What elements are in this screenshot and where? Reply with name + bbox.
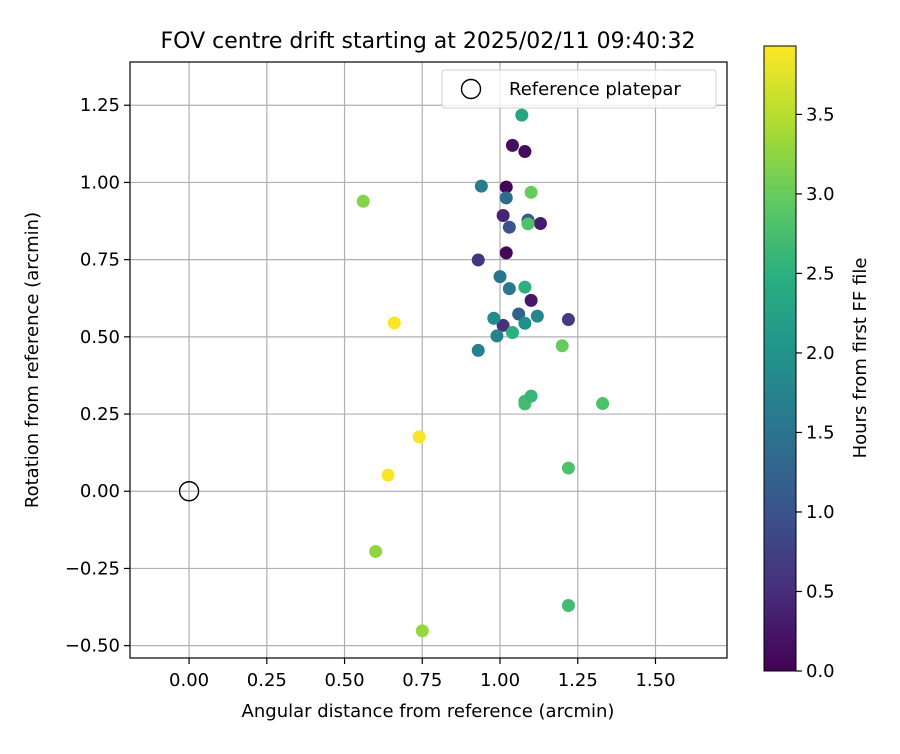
data-point [561,461,575,475]
y-tick-label: 0.75 [80,250,120,271]
y-tick-label: 0.50 [80,327,120,348]
colorbar-tick-label: 1.0 [806,502,835,523]
x-axis-ticks: 0.00 0.25 0.50 0.75 1.00 1.25 1.50 [169,658,676,691]
data-point [524,293,538,307]
x-tick-label: 1.00 [480,670,520,691]
data-point [487,311,501,325]
data-point [518,316,532,330]
x-tick-label: 0.75 [402,670,442,691]
legend-marker-icon [460,78,482,100]
data-point [369,544,383,558]
data-point [474,179,488,193]
chart-title: FOV centre drift starting at 2025/02/11 … [161,29,696,54]
y-tick-label: 0.00 [80,481,120,502]
legend-entry-label: Reference platepar [509,79,681,100]
data-point [533,217,547,231]
reference-platepar-marker [178,481,200,502]
data-point [502,220,516,234]
colorbar-tick-label: 2.0 [806,343,835,364]
colorbar-tick-label: 3.5 [806,104,835,125]
data-point [496,318,510,332]
data-point [515,108,529,122]
x-axis-label: Angular distance from reference (arcmin) [242,701,615,722]
data-point [412,430,426,444]
data-point [493,270,507,284]
data-point [490,329,504,343]
colorbar-tick-label: 0.5 [806,581,835,602]
colorbar-tick-label: 2.5 [806,263,835,284]
data-point [499,191,513,205]
colorbar: 0.0 0.5 1.0 1.5 2.0 2.5 3.0 3.5 Hours from firs… [763,45,871,682]
x-tick-label: 0.25 [247,670,287,691]
data-point [518,145,532,159]
data-point [499,180,513,194]
y-axis-ticks: −0.50 −0.25 0.00 0.25 0.50 0.75 1.00 1.25 [65,95,130,657]
data-point [555,339,569,353]
data-point [505,326,519,340]
legend: Reference platepar [441,69,717,109]
x-tick-label: 0.00 [169,670,209,691]
colorbar-tick-label: 0.0 [806,661,835,682]
data-point [471,253,485,267]
grid [130,62,727,658]
data-point [530,309,544,323]
colorbar-gradient [763,45,797,672]
data-point [518,280,532,294]
y-tick-label: 1.00 [80,172,120,193]
data-point [381,468,395,482]
x-tick-label: 1.50 [635,670,675,691]
y-tick-label: 1.25 [80,95,120,116]
data-point [524,389,538,403]
colorbar-label: Hours from first FF file [850,258,871,459]
y-tick-label: 0.25 [80,404,120,425]
data-points [356,108,610,638]
data-point [471,343,485,357]
data-point [561,599,575,613]
colorbar-tick-label: 3.0 [806,184,835,205]
data-point [502,282,516,296]
y-axis-label: Rotation from reference (arcmin) [22,212,43,508]
data-point [524,185,538,199]
data-point [356,194,370,208]
colorbar-tick-label: 1.5 [806,422,835,443]
x-tick-label: 1.25 [558,670,598,691]
plot-frame [129,61,728,659]
reference-point [178,481,200,502]
data-point [505,138,519,152]
data-point [415,624,429,638]
data-point [499,246,513,260]
data-point [596,397,610,411]
colorbar-ticks: 0.0 0.5 1.0 1.5 2.0 2.5 3.0 3.5 [796,104,835,682]
y-tick-label: −0.25 [65,558,120,579]
x-tick-label: 0.50 [325,670,365,691]
legend-box [441,69,717,109]
data-point [561,313,575,327]
y-tick-label: −0.50 [65,636,120,657]
data-point [387,316,401,330]
data-point [512,307,526,321]
data-point [521,217,535,231]
data-point [496,208,510,222]
